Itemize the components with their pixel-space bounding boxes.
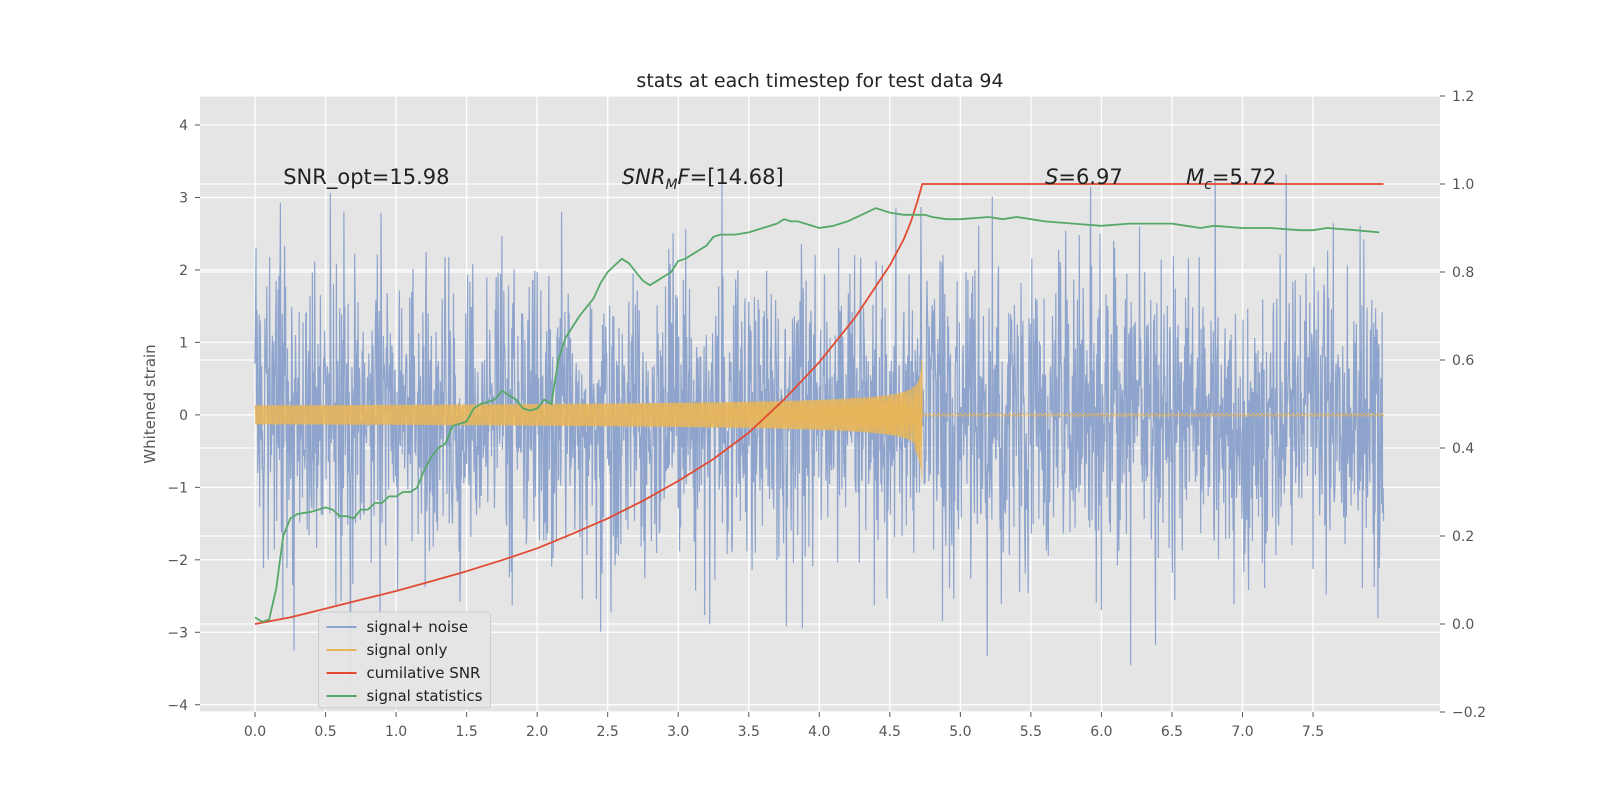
x-tick-label: 2.5 [597, 724, 619, 740]
y2-tick-label: 1.0 [1452, 177, 1474, 193]
x-tick-label: 2.0 [526, 724, 548, 740]
x-tick-label: 4.0 [808, 724, 830, 740]
y-tick-label: 2 [179, 263, 188, 279]
annotation: SNRMF=[14.68] [622, 165, 784, 193]
annotation: Mc=5.72 [1186, 165, 1276, 193]
legend: signal+ noise signal only cumilative SNR si… [317, 611, 491, 709]
lines-layer [254, 183, 1384, 625]
series-signal-statistics [254, 207, 1380, 623]
x-tick-label: 0.0 [244, 724, 266, 740]
legend-label: signal statistics [366, 687, 482, 705]
legend-label: cumilative SNR [366, 664, 480, 682]
annotations: SNR_opt=15.98 SNRMF=[14.68] S=6.97 Mc=5.72 [283, 165, 1276, 193]
y-tick-label: −3 [167, 625, 188, 641]
y-tick-label: 1 [179, 335, 188, 351]
y2-tick-label: 0.4 [1452, 441, 1474, 457]
x-tick-label: 5.5 [1020, 724, 1042, 740]
x-tick-label: 3.0 [667, 724, 689, 740]
axes: 0.0 0.5 1.0 1.5 2.0 2.5 3.0 3.5 4.0 4.5 5.0 5.5 6.0 6… [167, 89, 1486, 740]
x-tick-label: 1.0 [385, 724, 407, 740]
x-tick-label: 6.5 [1161, 724, 1183, 740]
x-tick-label: 7.0 [1231, 724, 1253, 740]
y-tick-label: −1 [167, 480, 188, 496]
series-signal-noise [254, 174, 1385, 683]
x-tick-label: 3.5 [738, 724, 760, 740]
x-tick-label: 4.5 [879, 724, 901, 740]
y2-tick-label: 0.2 [1452, 529, 1474, 545]
y2-tick-label: 1.2 [1452, 89, 1474, 105]
y2-tick-label: −0.2 [1452, 705, 1486, 721]
y-axis-label: Whitened strain [141, 344, 159, 463]
x-tick-label: 7.5 [1302, 724, 1324, 740]
x-tick-label: 6.0 [1090, 724, 1112, 740]
x-tick-label: 5.0 [949, 724, 971, 740]
annotation: SNR_opt=15.98 [283, 165, 449, 190]
noise-layer [254, 174, 1385, 683]
legend-label: signal+ noise [366, 618, 468, 636]
x-tick-label: 1.5 [455, 724, 477, 740]
y-tick-label: 4 [179, 118, 188, 134]
y-tick-label: 0 [179, 408, 188, 424]
legend-label: signal only [366, 641, 447, 659]
chart-title: stats at each timestep for test data 94 [636, 70, 1003, 92]
y-tick-label: −2 [167, 553, 188, 569]
annotation: S=6.97 [1045, 165, 1123, 189]
series-signal-only-envelope [255, 359, 923, 485]
legend-box [317, 611, 491, 709]
y2-tick-label: 0.6 [1452, 353, 1474, 369]
x-tick-label: 0.5 [314, 724, 336, 740]
series-cumilative-snr [254, 183, 1384, 625]
y-tick-label: 3 [179, 190, 188, 206]
y2-tick-label: 0.8 [1452, 265, 1474, 281]
chirp-layer [254, 359, 1385, 485]
y2-tick-label: 0.0 [1452, 617, 1474, 633]
y-tick-label: −4 [167, 698, 188, 714]
